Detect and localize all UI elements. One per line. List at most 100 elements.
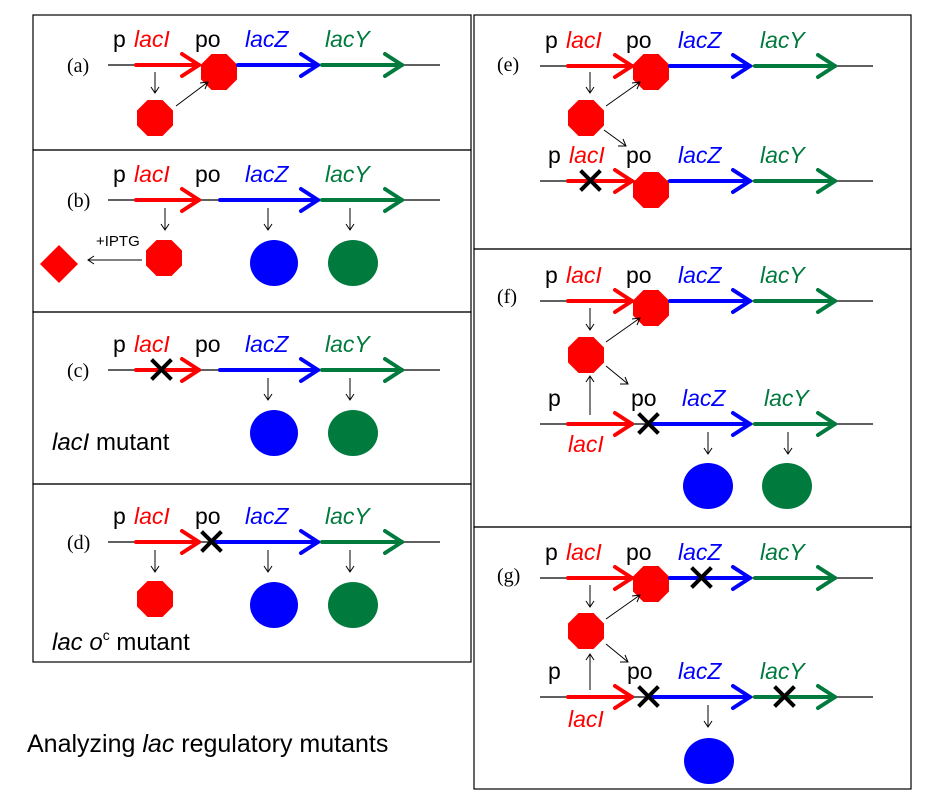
lacZ-label: lacZ <box>678 27 722 53</box>
lacZ-label: lacZ <box>245 161 289 187</box>
promoter-label: p <box>545 27 558 53</box>
repressor-on-operator <box>633 172 669 208</box>
expression-arrows <box>585 585 641 690</box>
expression-arrows <box>585 308 641 415</box>
lacZ-arrow <box>668 168 752 194</box>
lacI-label: lacI <box>134 331 170 357</box>
promoter-label: p <box>113 161 126 187</box>
lacY-label: lacY <box>760 142 806 168</box>
lacZ-label: lacZ <box>245 503 289 529</box>
lacZ-arrow <box>646 411 752 437</box>
promoter-label: p <box>545 262 558 288</box>
lacZ-label: lacZ <box>678 142 722 168</box>
panel-d-label: (d) <box>67 532 90 554</box>
lacZ-label: lacZ <box>245 331 289 357</box>
operator-mutation-x-mark <box>200 530 223 553</box>
lacZ-arrow <box>210 529 320 555</box>
figure-caption: Analyzing lac regulatory mutants <box>27 730 388 758</box>
beta-galactosidase-protein <box>683 463 733 509</box>
repressor-protein <box>146 240 182 276</box>
lacZ-mutation-x-mark <box>690 566 713 589</box>
lacY-arrow <box>753 53 837 79</box>
panel-f-label: (f) <box>497 286 517 308</box>
lacZ-arrow <box>218 187 320 213</box>
operator-mutation-x-mark <box>637 412 660 435</box>
panel-c-label: (c) <box>67 360 89 382</box>
lacY-label: lacY <box>764 385 810 411</box>
lacZ-label: lacZ <box>678 658 722 684</box>
expression-arrows <box>87 208 355 265</box>
permease-protein <box>328 240 378 286</box>
lacY-label: lacY <box>760 27 806 53</box>
panel-c: (c) p lacI po lacZ lacY lacI mutant <box>52 331 440 456</box>
lacI-label: lacI <box>134 161 170 187</box>
expression-arrows <box>703 705 713 728</box>
promoter-label: p <box>548 385 561 411</box>
lacI-label: lacI <box>569 142 605 168</box>
lacI-arrow-mutant <box>566 168 634 194</box>
panel-a: (a) p lacI po lacZ lacY <box>67 26 440 136</box>
promoter-label: p <box>113 26 126 52</box>
lacY-arrow <box>320 529 404 555</box>
lacZ-arrow <box>668 565 752 591</box>
iptg-label: +IPTG <box>96 233 140 250</box>
permease-protein <box>762 463 812 509</box>
lacY-arrow <box>753 411 837 437</box>
lacY-label: lacY <box>325 161 371 187</box>
promoter-label: p <box>113 503 126 529</box>
po-label: po <box>195 503 221 529</box>
panel-a-label: (a) <box>67 55 89 77</box>
lacY-label: lacY <box>325 331 371 357</box>
expression-arrows <box>585 72 641 147</box>
po-label: po <box>626 27 652 53</box>
mutation-x-mark <box>579 169 602 192</box>
panel-e-label: (e) <box>497 54 519 76</box>
lacZ-arrow <box>668 53 752 79</box>
expression-arrows <box>150 550 355 573</box>
lacI-label: lacI <box>566 27 602 53</box>
operator-mutant-note: lac oc mutant <box>52 627 190 656</box>
lacZ-label: lacZ <box>245 26 289 52</box>
lacY-arrow <box>320 52 404 78</box>
lacI-arrow <box>134 52 201 78</box>
lacZ-arrow <box>236 52 320 78</box>
po-label: po <box>631 385 657 411</box>
lacY-arrow <box>753 565 837 591</box>
lacI-label: lacI <box>134 503 170 529</box>
lacI-arrow <box>566 288 634 314</box>
lacY-arrow <box>320 187 404 213</box>
repressor-protein <box>137 100 173 136</box>
iptg-bound-repressor <box>40 245 78 283</box>
lacZ-label: lacZ <box>678 539 722 565</box>
po-label: po <box>195 331 221 357</box>
promoter-label: p <box>548 142 561 168</box>
lacY-mutation-x-mark <box>773 685 796 708</box>
lacI-label: lacI <box>566 539 602 565</box>
lacI-arrow <box>566 565 634 591</box>
lacZ-arrow <box>218 357 320 383</box>
repressor-protein <box>568 613 604 649</box>
lacI-arrow <box>566 684 634 710</box>
mutant-note: lacI mutant <box>52 429 170 456</box>
lacI-arrow <box>566 411 634 437</box>
panel-b-label: (b) <box>67 190 90 212</box>
repressor-protein <box>568 100 604 136</box>
lacI-label: lacI <box>134 26 170 52</box>
repressor-protein <box>568 337 604 373</box>
lacY-arrow <box>753 684 837 710</box>
beta-galactosidase-protein <box>684 738 734 784</box>
panel-e: (e) p lacI po lacZ lacY <box>497 27 873 208</box>
permease-protein <box>328 582 378 628</box>
beta-galactosidase-protein <box>250 240 298 286</box>
po-label: po <box>626 142 652 168</box>
lacI-label: lacI <box>568 706 604 732</box>
panel-d-frame <box>32 483 472 663</box>
lacI-arrow <box>566 53 634 79</box>
lacY-label: lacY <box>760 262 806 288</box>
beta-galactosidase-protein <box>250 582 298 628</box>
repressor-protein <box>137 581 173 617</box>
panel-g: (g) p lacI po lacZ lacY <box>497 539 873 784</box>
lacY-label: lacY <box>325 26 371 52</box>
permease-protein <box>328 410 378 456</box>
panel-borders <box>32 14 912 790</box>
